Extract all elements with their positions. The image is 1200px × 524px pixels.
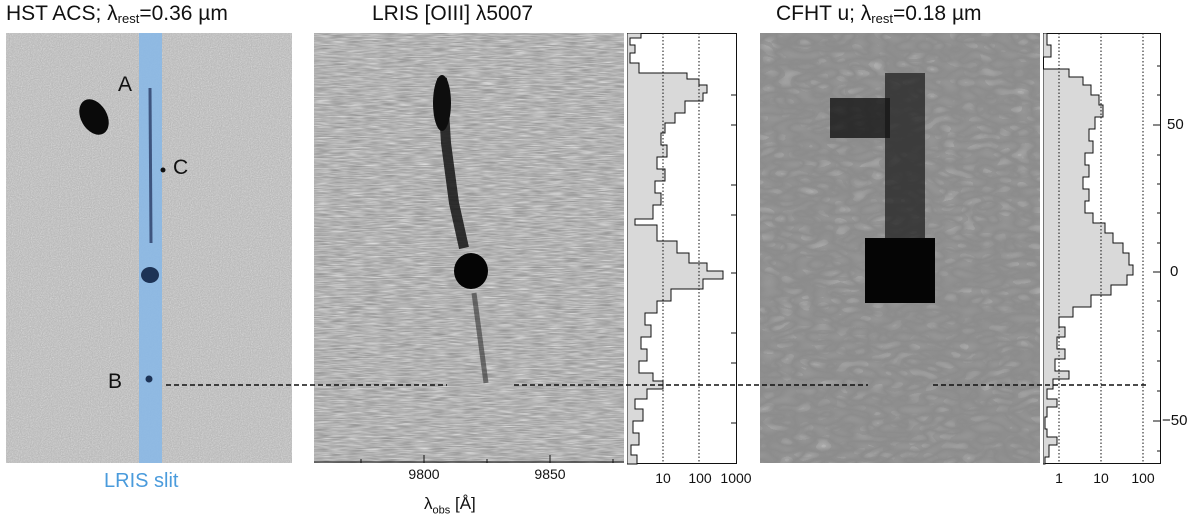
source-label-c: C — [173, 156, 189, 179]
lris-slit-label: LRIS slit — [104, 470, 179, 492]
source-label-a: A — [118, 73, 133, 96]
hst-image — [6, 33, 292, 463]
cfht-profile-tick-100: 100 — [1131, 470, 1155, 486]
cfht-profile-histogram — [1043, 33, 1134, 465]
lris-spectrum-image — [314, 33, 624, 463]
lris-xtick-9800: 9800 — [408, 466, 440, 482]
lris-profile-tick-10: 10 — [655, 470, 671, 486]
hst-panel-title: HST ACS; λrest=0.36 µm — [6, 2, 228, 26]
cfht-profile-plot — [1043, 33, 1161, 465]
cfht-profile-tick-1: 1 — [1055, 470, 1063, 486]
cfht-image — [760, 33, 1040, 463]
lris-profile-tick-100: 100 — [688, 470, 712, 486]
lris-panel-title: LRIS [OIII] λ5007 — [372, 2, 534, 25]
lris-profile-plot — [627, 33, 737, 465]
cfht-ytick-minus50: −50 — [1162, 412, 1188, 429]
source-label-b: B — [108, 370, 123, 393]
galaxy-blob — [79, 99, 109, 135]
lris-xtick-9850: 9850 — [534, 466, 566, 482]
cfht-ytick-50: 50 — [1167, 116, 1184, 133]
cfht-panel-title: CFHT u; λrest=0.18 µm — [776, 2, 982, 26]
lris-slit — [139, 33, 162, 463]
lris-xaxis-title: λobs [Å] — [424, 494, 476, 517]
cfht-ytick-0: 0 — [1170, 263, 1179, 280]
cfht-profile-tick-10: 10 — [1093, 470, 1109, 486]
lris-profile-tick-1000: 1000 — [720, 470, 752, 486]
lris-profile-histogram — [627, 33, 724, 465]
